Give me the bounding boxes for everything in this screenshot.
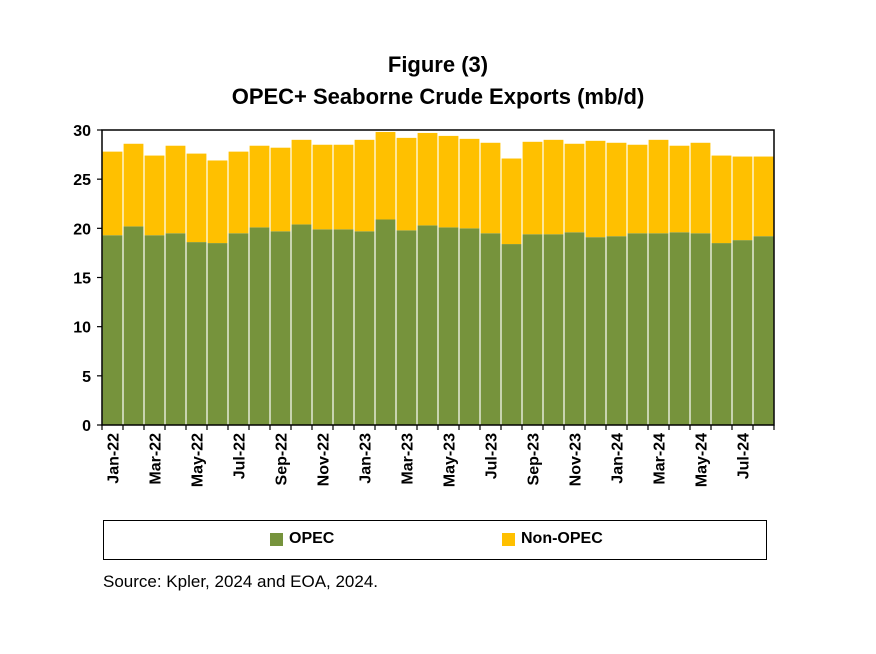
bar-non-opec-jul-24	[732, 156, 753, 241]
bar-opec-jun-23	[459, 228, 480, 425]
bar-opec-dec-22	[333, 229, 354, 425]
bar-opec-mar-22	[144, 235, 165, 425]
y-tick-label-20: 20	[73, 221, 91, 238]
bar-non-opec-apr-23	[417, 132, 438, 226]
legend-swatch-non-opec	[502, 532, 515, 546]
chart-title: OPEC+ Seaborne Crude Exports (mb/d)	[231, 84, 645, 109]
bar-opec-feb-24	[627, 233, 648, 425]
y-tick-label-25: 25	[73, 172, 91, 189]
y-tick-label-30: 30	[73, 123, 91, 140]
bar-non-opec-jul-23	[480, 142, 501, 234]
source-note: Source: Kpler, 2024 and EOA, 2024.	[103, 572, 379, 591]
bar-non-opec-jun-22	[207, 160, 228, 244]
bar-opec-may-24	[690, 233, 711, 425]
bar-opec-jun-24	[711, 243, 732, 425]
y-tick-label-10: 10	[73, 320, 91, 337]
y-tick-label-5: 5	[82, 369, 91, 386]
bar-non-opec-jan-23	[354, 139, 375, 232]
legend-label-non-opec: Non-OPEC	[521, 530, 603, 547]
bar-opec-may-22	[186, 242, 207, 425]
x-tick-label-jan-22: Jan-22	[106, 433, 123, 484]
bar-non-opec-apr-22	[165, 145, 186, 234]
x-tick-label-mar-24: Mar-24	[652, 433, 669, 485]
x-tick-label-nov-22: Nov-22	[316, 433, 333, 486]
y-tick-label-15: 15	[73, 271, 91, 288]
bar-non-opec-nov-22	[312, 144, 333, 230]
bar-opec-jan-24	[606, 236, 627, 425]
legend: OPEC Non-OPEC	[103, 520, 767, 560]
bar-opec-feb-22	[123, 226, 144, 425]
bar-non-opec-aug-22	[249, 145, 270, 228]
bar-non-opec-dec-23	[585, 140, 606, 238]
x-tick-label-may-23: May-23	[442, 433, 459, 487]
bar-non-opec-mar-22	[144, 155, 165, 236]
bar-non-opec-jan-24	[606, 142, 627, 237]
x-tick-label-may-22: May-22	[190, 433, 207, 487]
bar-non-opec-dec-22	[333, 144, 354, 230]
bar-opec-aug-23	[501, 244, 522, 425]
bar-opec-jun-22	[207, 243, 228, 425]
bar-non-opec-apr-24	[669, 145, 690, 233]
x-tick-label-mar-22: Mar-22	[148, 433, 165, 485]
bar-opec-mar-24	[648, 233, 669, 425]
bar-opec-jan-22	[102, 235, 123, 425]
legend-item-opec: OPEC	[270, 530, 334, 548]
x-tick-label-mar-23: Mar-23	[400, 433, 417, 485]
bar-non-opec-aug-24	[753, 156, 774, 237]
bar-opec-oct-22	[291, 224, 312, 425]
x-tick-label-sep-22: Sep-22	[274, 433, 291, 486]
legend-swatch-opec	[270, 532, 283, 546]
bar-non-opec-aug-23	[501, 158, 522, 245]
bar-opec-mar-23	[396, 230, 417, 425]
legend-item-non-opec: Non-OPEC	[502, 530, 603, 548]
x-tick-label-nov-23: Nov-23	[568, 433, 585, 486]
x-tick-label-sep-23: Sep-23	[526, 433, 543, 486]
bar-opec-aug-22	[249, 227, 270, 425]
bar-opec-jul-24	[732, 240, 753, 425]
x-tick-label-jan-24: Jan-24	[610, 433, 627, 484]
bar-opec-oct-23	[543, 234, 564, 425]
bar-opec-sep-23	[522, 234, 543, 425]
bar-non-opec-feb-22	[123, 143, 144, 227]
bar-opec-dec-23	[585, 237, 606, 425]
bar-opec-jul-23	[480, 233, 501, 425]
bar-non-opec-jun-24	[711, 155, 732, 244]
bar-non-opec-jan-22	[102, 151, 123, 236]
bar-non-opec-mar-23	[396, 137, 417, 231]
bar-opec-jan-23	[354, 231, 375, 425]
bar-opec-may-23	[438, 227, 459, 425]
bar-non-opec-nov-23	[564, 143, 585, 233]
bar-opec-apr-23	[417, 225, 438, 425]
bar-non-opec-jul-22	[228, 151, 249, 234]
bar-opec-apr-24	[669, 232, 690, 425]
legend-label-opec: OPEC	[289, 530, 335, 547]
bar-non-opec-sep-23	[522, 141, 543, 235]
bar-opec-nov-22	[312, 229, 333, 425]
bar-non-opec-oct-23	[543, 139, 564, 235]
bar-opec-aug-24	[753, 236, 774, 425]
x-tick-label-jul-24: Jul-24	[736, 433, 753, 479]
bar-opec-sep-22	[270, 231, 291, 425]
bar-non-opec-may-23	[438, 135, 459, 228]
bar-non-opec-feb-24	[627, 144, 648, 234]
x-tick-label-jan-23: Jan-23	[358, 433, 375, 484]
bar-non-opec-mar-24	[648, 139, 669, 234]
bar-opec-apr-22	[165, 233, 186, 425]
bar-opec-nov-23	[564, 232, 585, 425]
x-tick-label-jul-22: Jul-22	[232, 433, 249, 479]
bar-non-opec-may-22	[186, 153, 207, 243]
bar-opec-feb-23	[375, 219, 396, 425]
bar-non-opec-jun-23	[459, 138, 480, 229]
y-tick-label-0: 0	[82, 418, 91, 435]
bar-non-opec-oct-22	[291, 139, 312, 225]
bar-non-opec-may-24	[690, 142, 711, 234]
bar-non-opec-feb-23	[375, 131, 396, 220]
bar-non-opec-sep-22	[270, 147, 291, 232]
figure-label: Figure (3)	[387, 52, 489, 77]
x-tick-label-jul-23: Jul-23	[484, 433, 501, 479]
x-tick-label-may-24: May-24	[694, 433, 711, 487]
bar-opec-jul-22	[228, 233, 249, 425]
